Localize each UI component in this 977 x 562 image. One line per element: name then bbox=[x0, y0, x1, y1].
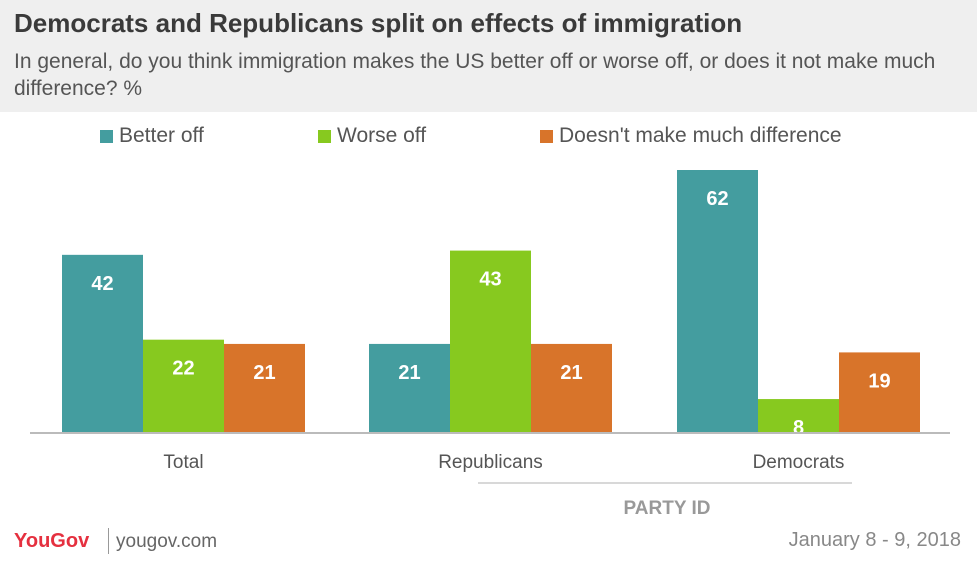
data-label-democrats-better-off: 62 bbox=[706, 188, 728, 210]
legend-label-no-difference: Doesn't make much difference bbox=[559, 124, 842, 147]
chart-header: Democrats and Republicans split on effec… bbox=[0, 0, 977, 112]
data-label-democrats-worse-off: 8 bbox=[793, 417, 804, 439]
x-tick-democrats: Democrats bbox=[753, 452, 845, 473]
x-tick-total: Total bbox=[163, 452, 203, 473]
data-label-total-worse-off: 22 bbox=[172, 358, 194, 380]
x-tick-republicans: Republicans bbox=[438, 452, 543, 473]
bar-democrats-better-off bbox=[677, 170, 758, 433]
data-label-republicans-worse-off: 43 bbox=[479, 269, 501, 291]
data-label-total-doesn-t-make-much-difference: 21 bbox=[253, 362, 275, 384]
bar-democrats-doesn-t-make-much-difference bbox=[839, 352, 920, 433]
bar-republicans-worse-off bbox=[450, 250, 531, 433]
legend-swatch-no-difference bbox=[540, 129, 553, 143]
bar-democrats-worse-off bbox=[758, 399, 839, 433]
chart-title: Democrats and Republicans split on effec… bbox=[14, 8, 743, 38]
legend-item-no-difference: Doesn't make much difference bbox=[540, 122, 842, 150]
bar-republicans-better-off bbox=[369, 343, 450, 433]
footer-divider bbox=[108, 528, 109, 554]
bar-total-doesn-t-make-much-difference bbox=[224, 343, 305, 433]
data-label-total-better-off: 42 bbox=[91, 273, 113, 295]
data-label-democrats-doesn-t-make-much-difference: 19 bbox=[868, 370, 890, 392]
chart-legend: Better off Worse off Doesn't make much d… bbox=[0, 122, 977, 150]
footer-date: January 8 - 9, 2018 bbox=[788, 529, 961, 551]
chart-subtitle: In general, do you think immigration mak… bbox=[14, 50, 936, 100]
bar-republicans-doesn-t-make-much-difference bbox=[531, 343, 612, 433]
data-label-republicans-better-off: 21 bbox=[398, 362, 420, 384]
legend-label-worse-off: Worse off bbox=[337, 124, 427, 147]
legend-swatch-worse-off bbox=[318, 129, 331, 143]
legend-swatch-better-off bbox=[100, 129, 113, 143]
legend-item-worse-off: Worse off bbox=[318, 122, 426, 150]
bar-total-worse-off bbox=[143, 339, 224, 433]
legend-item-better-off: Better off bbox=[100, 122, 204, 150]
footer-site: yougov.com bbox=[116, 531, 218, 552]
yougov-logo: YouGov bbox=[14, 530, 90, 552]
bar-total-better-off bbox=[62, 254, 143, 433]
data-label-republicans-doesn-t-make-much-difference: 21 bbox=[560, 362, 582, 384]
legend-label-better-off: Better off bbox=[119, 124, 204, 147]
group-label-party-id: PARTY ID bbox=[624, 498, 711, 519]
